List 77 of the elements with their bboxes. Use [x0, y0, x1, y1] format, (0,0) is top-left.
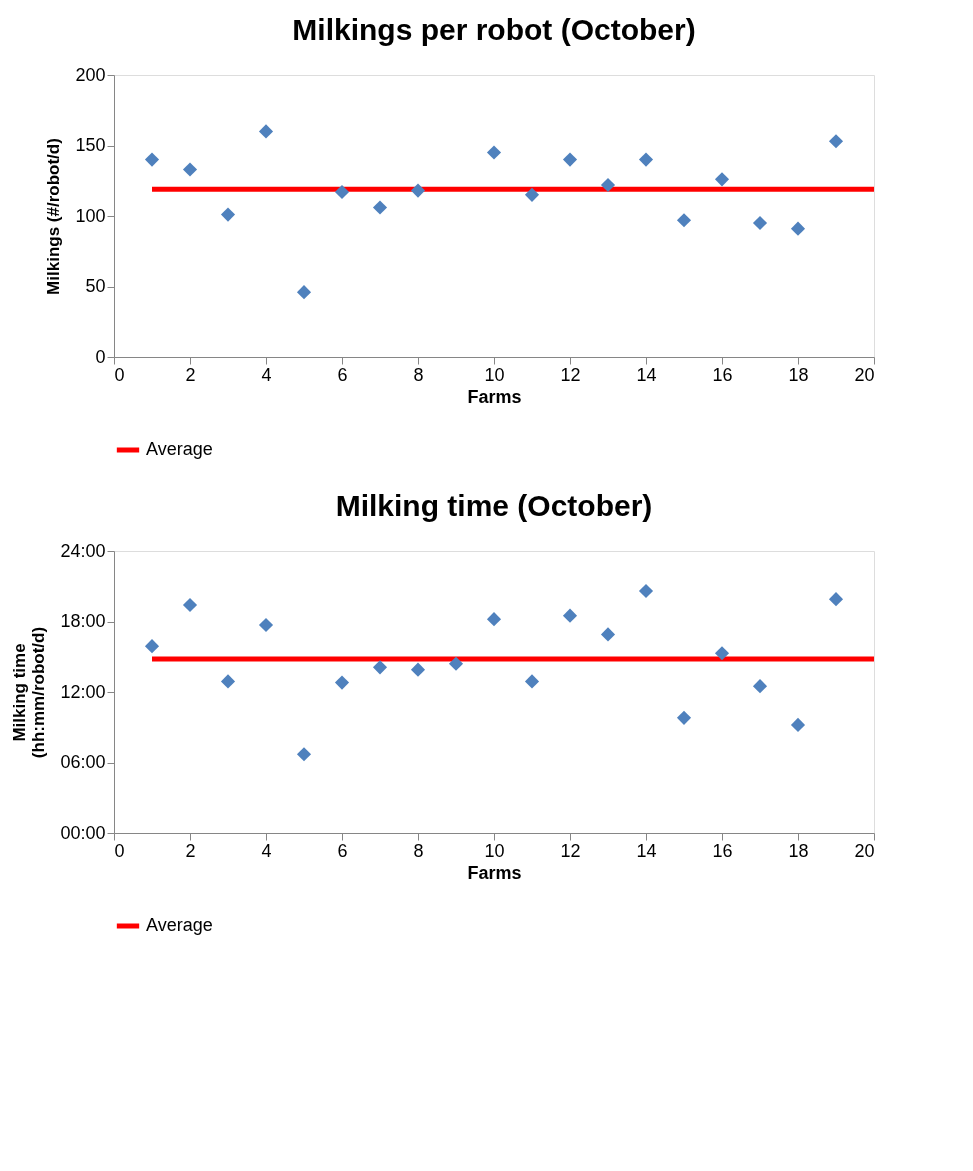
point [600, 177, 616, 193]
point [714, 172, 730, 187]
x-tick-label: 10 [484, 364, 505, 385]
point [334, 184, 350, 200]
point [334, 675, 350, 690]
point [714, 646, 730, 661]
y-tick-label: 0 [95, 346, 106, 367]
y-tick-label: 50 [85, 276, 106, 296]
point [486, 612, 502, 627]
x-tick-label: 20 [854, 840, 875, 861]
point [372, 660, 388, 675]
point [182, 597, 198, 613]
x-tick-label: 2 [185, 840, 196, 861]
x-tick-label: 10 [484, 840, 505, 861]
x-tick-label: 4 [261, 840, 272, 861]
y-tick-label: 06:00 [60, 752, 106, 772]
point [676, 710, 692, 725]
point [562, 608, 578, 623]
point [448, 656, 464, 671]
y-tick-label: 100 [75, 205, 106, 226]
x-tick-label: 0 [114, 364, 125, 385]
point [790, 717, 806, 732]
y-axis-title: Milking time (hh:mm/robot/d) [10, 626, 49, 759]
x-tick-label: 4 [261, 364, 272, 385]
point [524, 187, 540, 202]
x-axis-title: Farms [467, 386, 522, 407]
point [638, 152, 654, 167]
x-tick-label: 8 [413, 840, 424, 861]
x-tick-label: 16 [712, 364, 733, 385]
x-tick-label: 20 [854, 364, 875, 385]
point [258, 124, 274, 139]
chart-title: Milkings per robot (October) [292, 13, 696, 46]
x-tick-label: 8 [413, 364, 424, 385]
point [562, 152, 578, 167]
x-tick-label: 6 [337, 364, 348, 385]
x-tick-label: 16 [712, 840, 733, 861]
point [296, 747, 312, 762]
point [828, 134, 844, 149]
point [296, 285, 312, 300]
point [372, 200, 388, 215]
x-axis-title: Farms [467, 862, 522, 883]
y-tick-label: 00:00 [60, 822, 106, 843]
x-tick-label: 2 [185, 364, 196, 385]
point [144, 152, 160, 167]
point [182, 162, 198, 177]
point [752, 679, 768, 694]
x-tick-label: 12 [560, 364, 581, 385]
point [220, 674, 236, 689]
point [676, 213, 692, 228]
point [486, 145, 502, 160]
point [410, 662, 426, 677]
legend-label: Average [146, 439, 213, 459]
point [638, 583, 654, 599]
point [144, 639, 160, 654]
point [752, 215, 768, 231]
point [524, 674, 540, 689]
x-tick-label: 6 [337, 840, 348, 861]
x-tick-label: 18 [788, 840, 809, 861]
y-tick-label: 24:00 [60, 540, 106, 561]
y-axis-title: Milkings (#/robot/d) [44, 138, 64, 295]
x-tick-label: 0 [114, 840, 125, 861]
point [410, 183, 426, 198]
x-tick-label: 14 [636, 364, 657, 385]
chart-title: Milking time (October) [335, 489, 653, 522]
point [258, 617, 274, 633]
point [790, 221, 806, 236]
point [220, 207, 236, 222]
y-tick-label: 12:00 [60, 681, 106, 702]
point [600, 627, 616, 642]
y-tick-label: 200 [75, 64, 106, 85]
x-tick-label: 12 [560, 840, 581, 861]
y-tick-label: 150 [75, 135, 106, 155]
legend-label: Average [146, 915, 213, 935]
y-tick-label: 18:00 [60, 611, 106, 631]
x-tick-label: 18 [788, 364, 809, 385]
point [828, 592, 844, 607]
x-tick-label: 14 [636, 840, 657, 861]
